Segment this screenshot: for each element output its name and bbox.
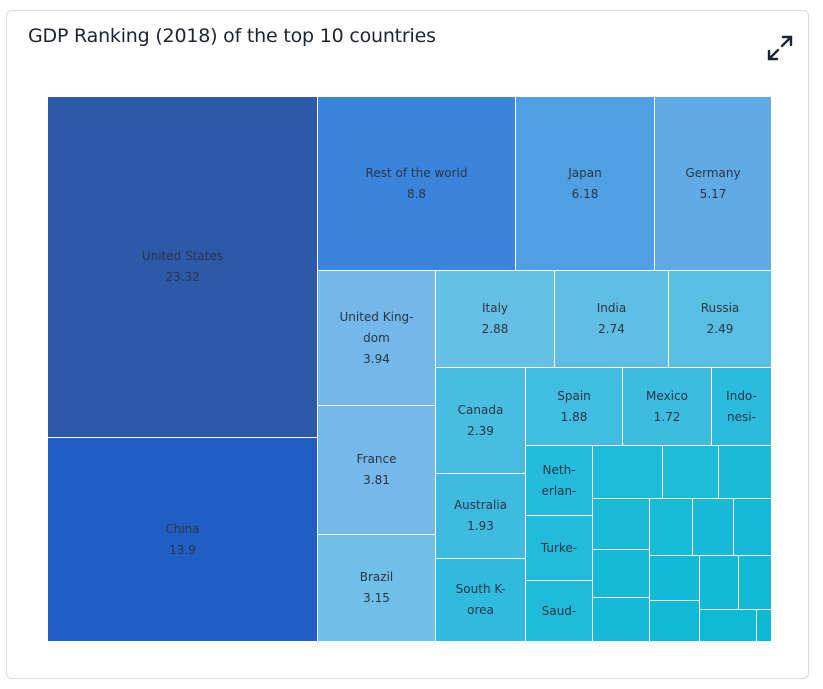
- treemap-cell[interactable]: China 13.9: [47, 437, 318, 642]
- expand-icon[interactable]: [766, 34, 794, 62]
- treemap-cell[interactable]: Rest of the world 8.8: [317, 96, 516, 271]
- treemap-cell[interactable]: [699, 609, 757, 642]
- treemap-cell[interactable]: [738, 555, 772, 610]
- cell-label: Rest of the world: [365, 165, 468, 180]
- treemap-cell[interactable]: [718, 445, 772, 499]
- treemap-cell[interactable]: [649, 498, 693, 556]
- cell-label: Germany: [685, 165, 741, 180]
- cell-value: 2.39: [467, 423, 494, 438]
- treemap-cell[interactable]: [733, 498, 772, 556]
- cell-label: France: [356, 452, 397, 466]
- cell-value: 3.15: [363, 591, 390, 605]
- treemap-cell[interactable]: Canada 2.39: [435, 367, 526, 474]
- treemap-cell[interactable]: [692, 498, 734, 556]
- cell-value: 23.32: [165, 270, 200, 284]
- cell-label: South K-: [455, 582, 506, 596]
- cell-label: Canada: [457, 402, 504, 417]
- cell-label: orea: [467, 603, 494, 617]
- treemap-cell[interactable]: Turke-: [525, 515, 593, 581]
- cell-label: dom: [363, 330, 390, 345]
- cell-value: 13.9: [169, 542, 196, 557]
- treemap-cell[interactable]: Indo-nesi-: [711, 367, 772, 446]
- treemap-cell[interactable]: [699, 555, 739, 610]
- treemap-cell[interactable]: [649, 555, 700, 601]
- cell-value: 1.88: [560, 409, 588, 424]
- treemap-cell[interactable]: [592, 498, 650, 550]
- cell-label: erlan-: [541, 483, 577, 498]
- treemap-cell[interactable]: Spain 1.88: [525, 367, 623, 446]
- cell-label: China: [165, 521, 200, 536]
- cell-label: India: [596, 301, 627, 315]
- cell-label: Brazil: [359, 570, 394, 584]
- treemap-cell[interactable]: [756, 609, 772, 642]
- cell-label: Neth-: [542, 462, 576, 477]
- treemap-cell[interactable]: United King-dom 3.94: [317, 270, 436, 406]
- treemap-cell[interactable]: [662, 445, 719, 499]
- treemap-cell[interactable]: India 2.74: [554, 270, 669, 368]
- treemap-cell[interactable]: [592, 597, 650, 642]
- cell-value: 5.17: [699, 186, 727, 201]
- cell-value: 6.18: [571, 186, 599, 201]
- cell-label: Japan: [568, 165, 602, 180]
- treemap-cell[interactable]: Australia 1.93: [435, 473, 526, 559]
- treemap-cell[interactable]: Germany 5.17: [654, 96, 772, 271]
- treemap-cell[interactable]: [592, 445, 663, 499]
- treemap-cell[interactable]: South K-orea: [435, 558, 526, 642]
- chart-title: GDP Ranking (2018) of the top 10 countri…: [28, 25, 436, 47]
- treemap-cell[interactable]: [649, 600, 700, 642]
- treemap-cell[interactable]: Neth-erlan-: [525, 445, 593, 516]
- treemap-cell[interactable]: [592, 549, 650, 598]
- treemap-cell[interactable]: France 3.81: [317, 405, 436, 535]
- treemap-cell[interactable]: Saud-: [525, 580, 593, 642]
- cell-value: 1.72: [653, 409, 681, 424]
- cell-label: Indo-: [726, 388, 757, 403]
- cell-value: 2.88: [481, 322, 509, 336]
- cell-label: Australia: [453, 498, 508, 512]
- treemap-cell[interactable]: Russia 2.49: [668, 270, 772, 368]
- cell-value: 3.94: [363, 351, 390, 366]
- cell-value: 1.93: [467, 519, 494, 533]
- cell-label: Italy: [481, 301, 509, 315]
- cell-value: 2.49: [706, 322, 734, 336]
- cell-value: 3.81: [363, 473, 390, 487]
- cell-label: Russia: [700, 301, 740, 315]
- cell-label: United King-: [339, 309, 414, 324]
- treemap-cell[interactable]: Brazil 3.15: [317, 534, 436, 642]
- treemap-cell[interactable]: Italy 2.88: [435, 270, 555, 368]
- treemap-cell[interactable]: Mexico 1.72: [622, 367, 712, 446]
- treemap-cell[interactable]: United States 23.32: [47, 96, 318, 438]
- cell-label: Turke-: [540, 540, 578, 555]
- cell-label: Spain: [557, 388, 591, 403]
- cell-label: Mexico: [646, 388, 688, 403]
- treemap-cell[interactable]: Japan 6.18: [515, 96, 655, 271]
- cell-label: United States: [141, 249, 224, 263]
- cell-label: Saud-: [541, 603, 577, 618]
- cell-value: 8.8: [406, 186, 427, 201]
- cell-value: 2.74: [598, 322, 625, 336]
- cell-label: nesi-: [727, 409, 756, 424]
